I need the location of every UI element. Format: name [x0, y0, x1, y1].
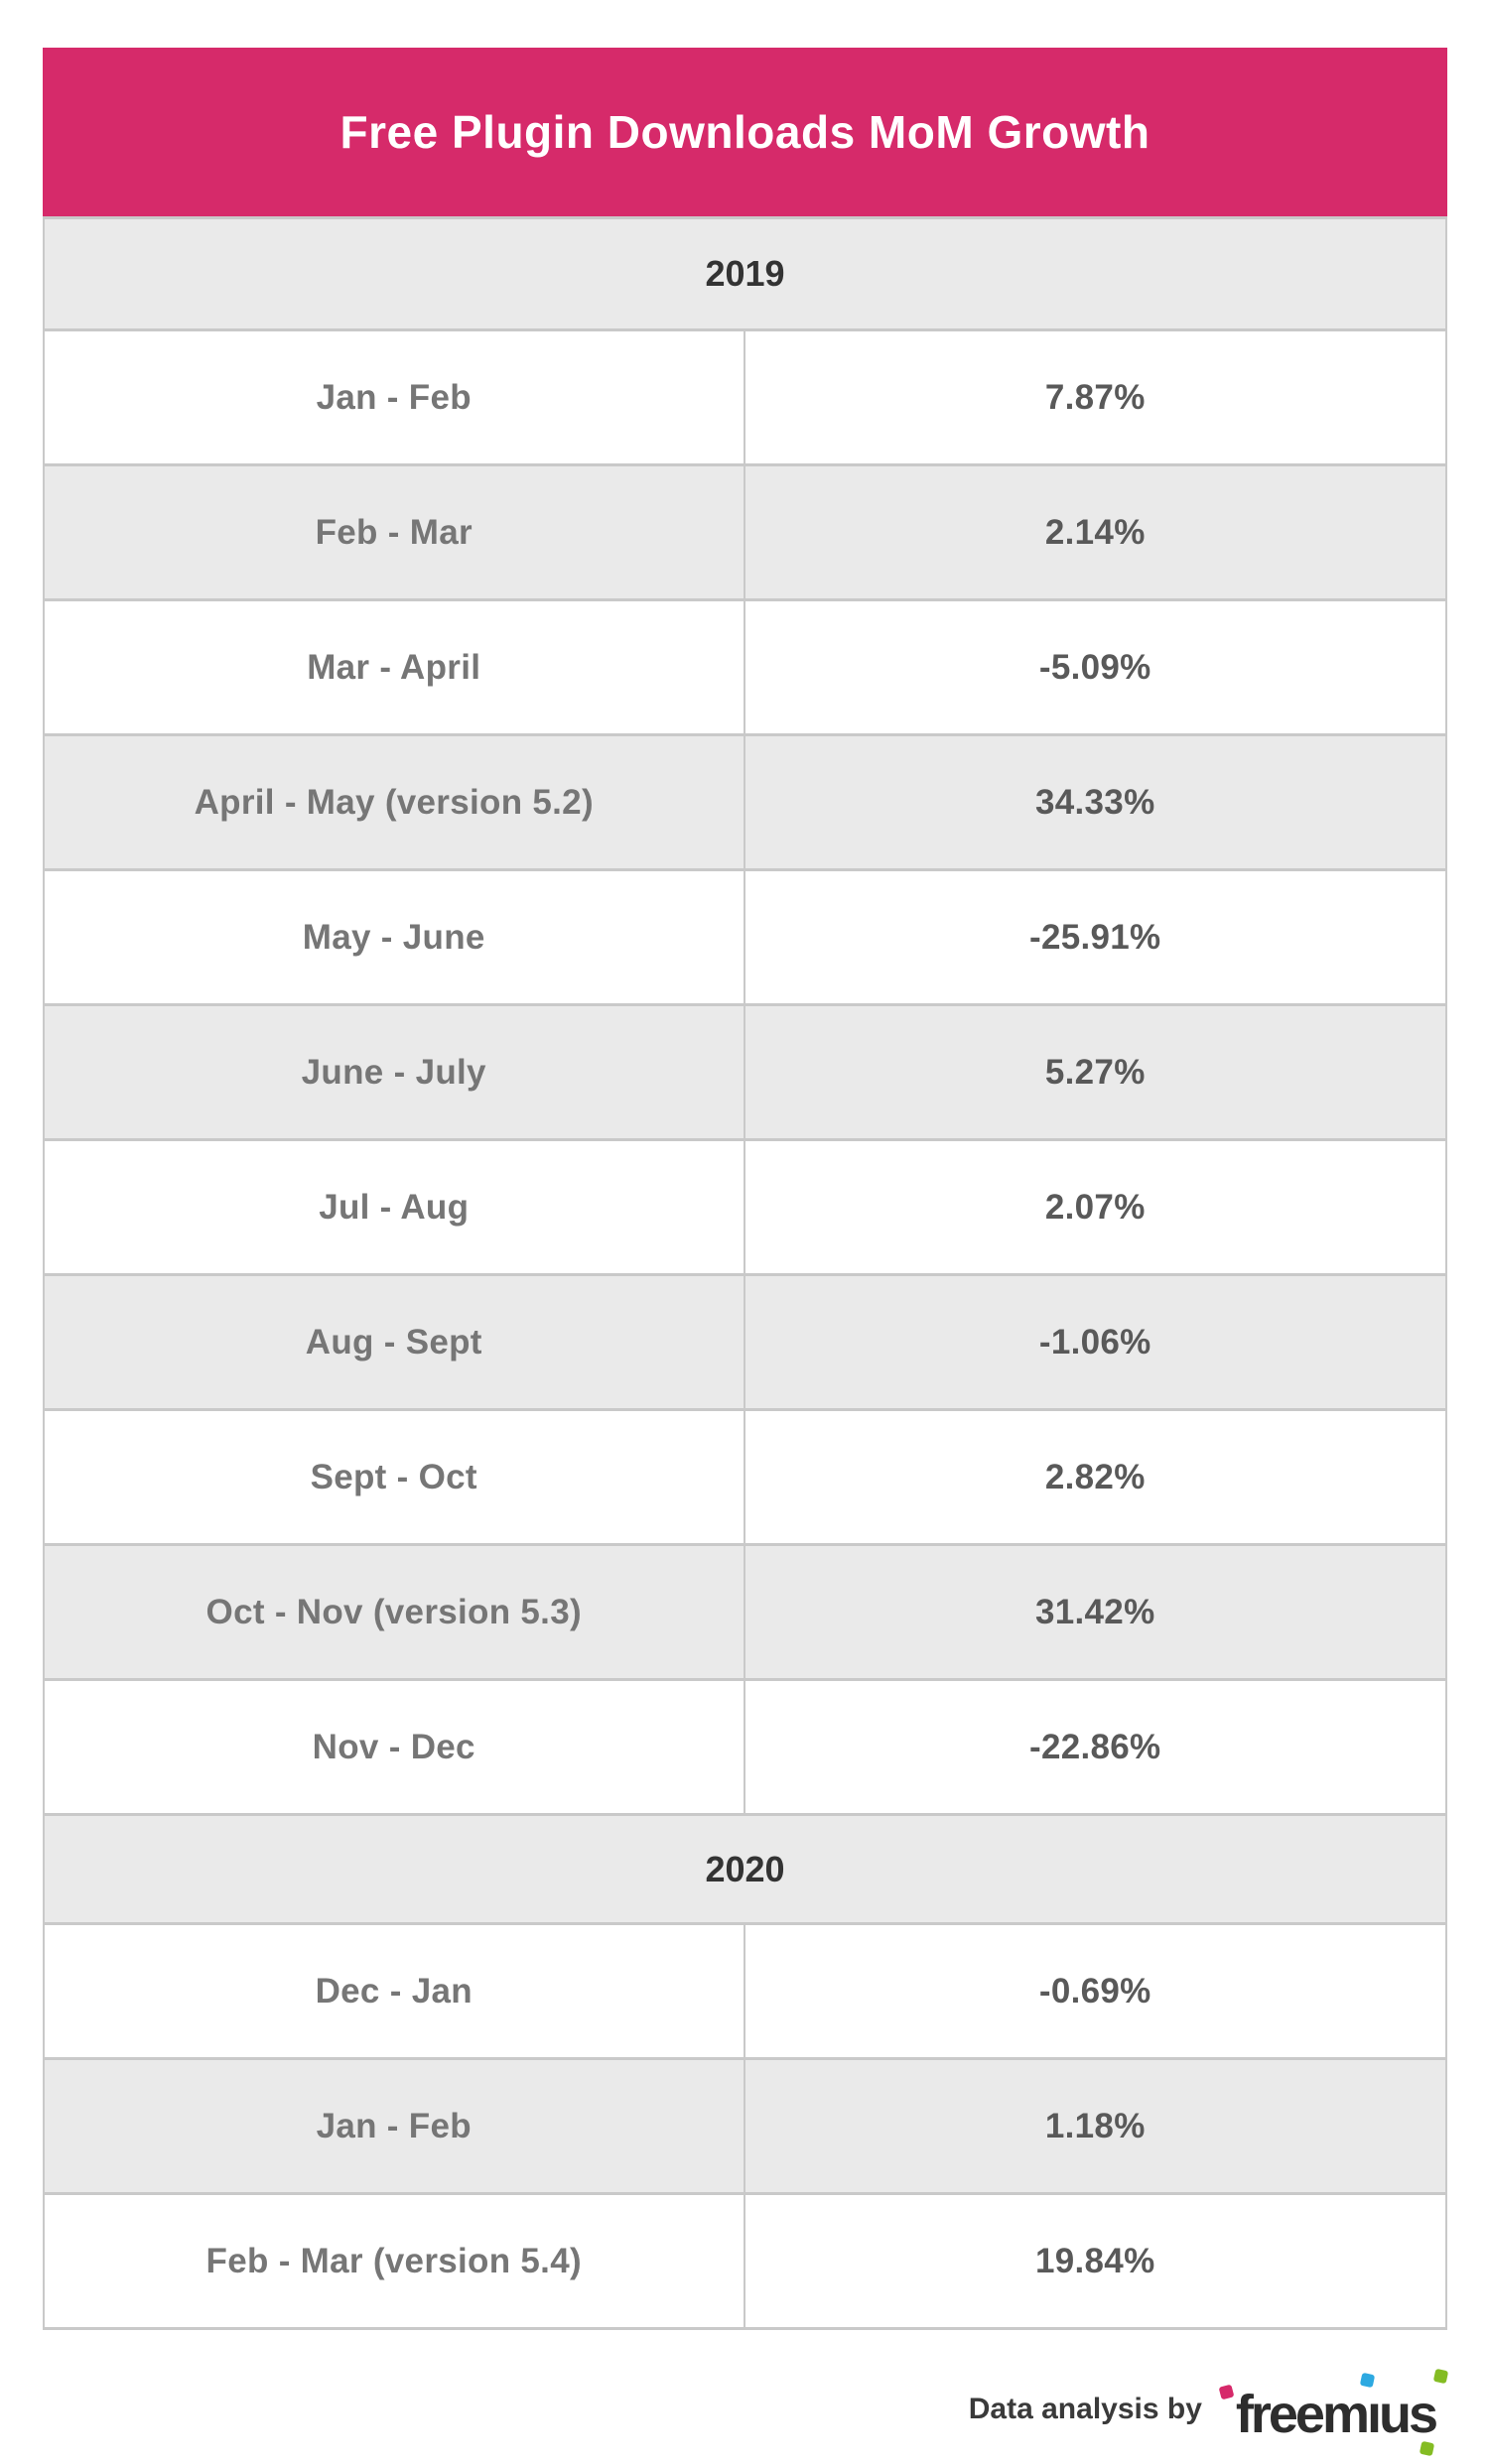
row-value: -22.86%: [1029, 1727, 1161, 1766]
table-row: Dec - Jan -0.69%: [45, 1922, 1445, 2057]
row-value: -5.09%: [1038, 647, 1151, 687]
page-title: Free Plugin Downloads MoM Growth: [339, 106, 1151, 158]
table-row: Jan - Feb 1.18%: [45, 2057, 1445, 2192]
table-row: Mar - April -5.09%: [45, 598, 1445, 733]
row-label: Sept - Oct: [45, 1411, 745, 1543]
row-label: June - July: [45, 1006, 745, 1138]
credit-text: Data analysis by: [968, 2393, 1202, 2425]
row-label: Nov - Dec: [45, 1681, 745, 1813]
growth-table: 2019 Jan - Feb 7.87% Feb - Mar 2.14% Mar - Ap…: [43, 216, 1447, 2330]
table-row: Jan - Feb 7.87%: [45, 328, 1445, 463]
table-row: June - July 5.27%: [45, 1003, 1445, 1138]
year-header: 2019: [45, 219, 1445, 328]
row-value: 5.27%: [1044, 1052, 1146, 1092]
row-value: 7.87%: [1044, 377, 1146, 417]
row-value: 31.42%: [1034, 1592, 1155, 1631]
table-row: May - June -25.91%: [45, 868, 1445, 1003]
row-label: Oct - Nov (version 5.3): [45, 1546, 745, 1678]
table-row: Feb - Mar (version 5.4) 19.84%: [45, 2192, 1445, 2327]
row-label: Feb - Mar: [45, 466, 745, 598]
logo-pink-dot-icon: [1218, 2384, 1235, 2400]
row-label: April - May (version 5.2): [45, 736, 745, 868]
row-value: -0.69%: [1038, 1971, 1151, 2010]
row-label: Dec - Jan: [45, 1925, 745, 2057]
logo-green-bottom-dot-icon: [1419, 2440, 1435, 2457]
row-value: 34.33%: [1034, 782, 1155, 822]
table-row: Oct - Nov (version 5.3) 31.42%: [45, 1543, 1445, 1678]
row-value: 19.84%: [1034, 2241, 1155, 2280]
row-label: Mar - April: [45, 601, 745, 733]
freemius-logo-wordmark: freemıus: [1235, 2385, 1438, 2444]
row-label: Jan - Feb: [45, 2060, 745, 2192]
row-value: -25.91%: [1029, 917, 1161, 957]
row-value: 2.14%: [1044, 512, 1146, 552]
year-header: 2020: [45, 1813, 1445, 1922]
row-label: Aug - Sept: [45, 1276, 745, 1408]
freemius-logo: freemıus: [1218, 2368, 1449, 2457]
row-label: May - June: [45, 871, 745, 1003]
table-row: Sept - Oct 2.82%: [45, 1408, 1445, 1543]
table-row: Aug - Sept -1.06%: [45, 1273, 1445, 1408]
row-label: Feb - Mar (version 5.4): [45, 2195, 745, 2327]
logo-blue-dot-icon: [1359, 2372, 1376, 2389]
row-value: 2.82%: [1044, 1457, 1146, 1496]
table-row: April - May (version 5.2) 34.33%: [45, 733, 1445, 868]
footer: Data analysis by freemıus: [43, 2368, 1449, 2457]
row-value: -1.06%: [1038, 1322, 1151, 1362]
row-label: Jul - Aug: [45, 1141, 745, 1273]
logo-green-top-dot-icon: [1432, 2368, 1449, 2385]
row-value: 1.18%: [1044, 2106, 1146, 2145]
table-row: Jul - Aug 2.07%: [45, 1138, 1445, 1273]
growth-table-infographic: Free Plugin Downloads MoM Growth 2019 Jan…: [43, 48, 1449, 2457]
row-label: Jan - Feb: [45, 331, 745, 463]
table-title-bar: Free Plugin Downloads MoM Growth: [43, 48, 1447, 216]
row-value: 2.07%: [1044, 1187, 1146, 1227]
table-row: Nov - Dec -22.86%: [45, 1678, 1445, 1813]
table-row: Feb - Mar 2.14%: [45, 463, 1445, 598]
